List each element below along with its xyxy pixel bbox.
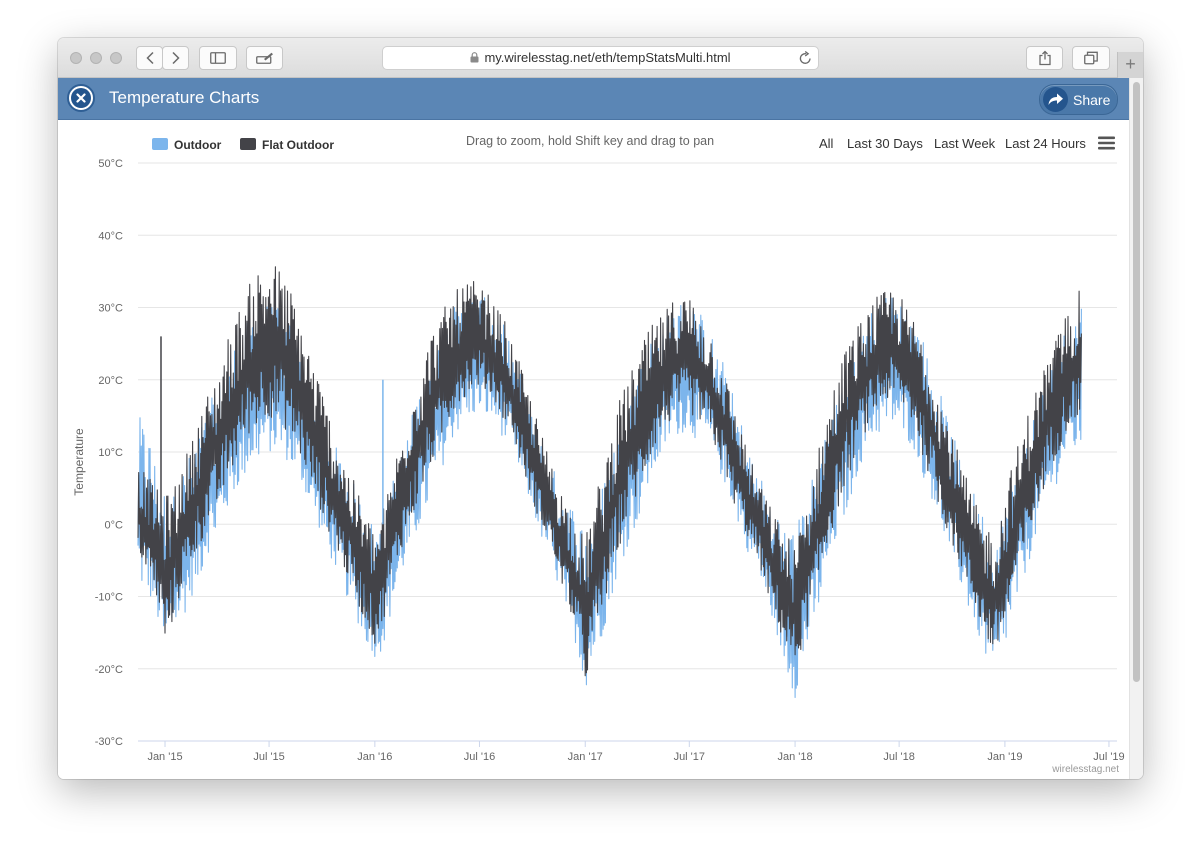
browser-window: my.wirelesstag.net/eth/tempStatsMulti.ht… — [58, 38, 1143, 779]
new-tab-button[interactable]: + — [1117, 52, 1143, 78]
address-bar[interactable]: my.wirelesstag.net/eth/tempStatsMulti.ht… — [382, 46, 819, 70]
legend-item-flat-outdoor[interactable]: Flat Outdoor — [240, 138, 334, 152]
url-text: my.wirelesstag.net/eth/tempStatsMulti.ht… — [484, 50, 731, 65]
series-line-flat-outdoor — [137, 266, 1082, 677]
app-header: Temperature Charts Share — [58, 78, 1129, 120]
y-tick-label: -10°C — [95, 592, 123, 604]
forward-button[interactable] — [162, 46, 189, 70]
window-zoom-dot[interactable] — [110, 52, 122, 64]
y-tick-label: -20°C — [95, 664, 123, 676]
chevron-left-icon — [145, 51, 154, 65]
window-minimize-dot[interactable] — [90, 52, 102, 64]
x-tick-label: Jan '19 — [987, 751, 1022, 763]
back-button[interactable] — [136, 46, 163, 70]
temperature-chart[interactable]: -30°C -20°C -10°C 0°C 10°C 20°C 30°C 40°C 50°C Ja… — [58, 121, 1129, 779]
x-tick-label: Jan '17 — [568, 751, 603, 763]
share-sheet-icon — [1038, 50, 1051, 66]
sidebar-toggle-button[interactable] — [199, 46, 237, 70]
y-tick-label: 50°C — [98, 158, 123, 170]
close-button[interactable] — [67, 84, 95, 112]
zoom-hint: Drag to zoom, hold Shift key and drag to… — [466, 134, 715, 148]
chart-container[interactable]: -30°C -20°C -10°C 0°C 10°C 20°C 30°C 40°C 50°C Ja… — [58, 121, 1129, 779]
x-tick-label: Jul '17 — [674, 751, 705, 763]
range-button-24-hours[interactable]: Last 24 Hours — [1005, 136, 1086, 151]
share-button[interactable]: Share — [1039, 84, 1118, 115]
y-tick-label: 40°C — [98, 230, 123, 242]
y-tick-label: 20°C — [98, 375, 123, 387]
legend-item-outdoor[interactable]: Outdoor — [152, 138, 221, 152]
x-tick-label: Jul '15 — [253, 751, 284, 763]
x-tick-label: Jul '16 — [464, 751, 495, 763]
share-label: Share — [1073, 92, 1111, 108]
close-icon — [76, 93, 86, 103]
page-title: Temperature Charts — [109, 88, 260, 107]
legend-label-flat-outdoor: Flat Outdoor — [262, 138, 334, 152]
chevron-right-icon — [171, 51, 180, 65]
y-tick-label: 30°C — [98, 303, 123, 315]
range-button-all[interactable]: All — [819, 136, 834, 151]
x-tick-label: Jan '15 — [147, 751, 182, 763]
pen-icon — [255, 52, 273, 64]
reload-icon[interactable] — [799, 51, 812, 65]
window-close-dot[interactable] — [70, 52, 82, 64]
legend-swatch-flat-outdoor — [240, 138, 256, 150]
y-tick-label: 10°C — [98, 447, 123, 459]
tabs-overview-button[interactable] — [1072, 46, 1110, 70]
share-arrow-icon — [1048, 93, 1063, 105]
hamburger-menu-icon[interactable] — [1098, 136, 1115, 150]
lock-icon — [470, 52, 479, 63]
y-tick-label: -30°C — [95, 736, 123, 748]
scrollbar-thumb[interactable] — [1133, 82, 1140, 682]
x-tick-label: Jul '18 — [883, 751, 914, 763]
legend-swatch-outdoor — [152, 138, 168, 150]
y-tick-label: 0°C — [105, 519, 124, 531]
browser-toolbar: my.wirelesstag.net/eth/tempStatsMulti.ht… — [58, 38, 1143, 78]
range-button-30-days[interactable]: Last 30 Days — [847, 136, 923, 151]
x-tick-label: Jan '16 — [357, 751, 392, 763]
tabs-icon — [1084, 51, 1098, 65]
markup-button[interactable] — [246, 46, 283, 70]
legend-label-outdoor: Outdoor — [174, 138, 222, 152]
x-tick-label: Jul '19 — [1093, 751, 1124, 763]
share-sheet-button[interactable] — [1026, 46, 1063, 70]
x-tick-label: Jan '18 — [778, 751, 813, 763]
range-button-week[interactable]: Last Week — [934, 136, 996, 151]
y-axis-label: Temperature — [72, 428, 86, 496]
chart-credits[interactable]: wirelesstag.net — [1052, 764, 1119, 775]
sidebar-icon — [210, 52, 226, 64]
page-scrollbar[interactable] — [1129, 78, 1143, 779]
